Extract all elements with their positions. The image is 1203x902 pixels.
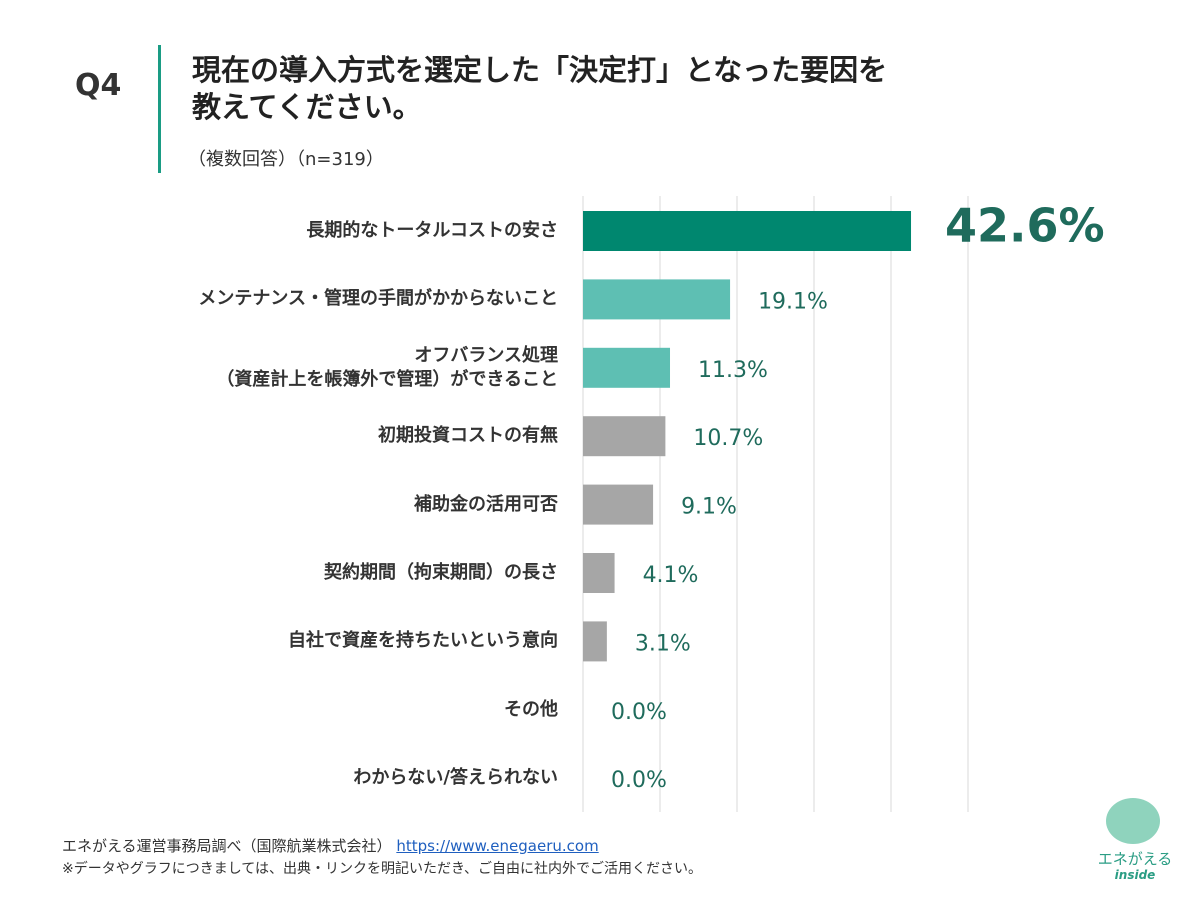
category-label: 補助金の活用可否	[414, 493, 558, 515]
value-label: 11.3%	[698, 358, 768, 383]
bar	[583, 347, 671, 388]
category-label: 初期投資コストの有無	[378, 425, 558, 447]
value-label: 9.1%	[681, 495, 737, 520]
value-label: 10.7%	[693, 426, 763, 451]
value-label: 0.0%	[611, 768, 667, 793]
logo-sub: inside	[1114, 868, 1156, 882]
value-label: 0.0%	[611, 700, 667, 725]
source-link[interactable]: https://www.enegaeru.com	[396, 837, 599, 855]
bar	[583, 553, 615, 593]
bar	[583, 416, 666, 457]
bar	[583, 621, 607, 662]
question-number: Q4	[75, 68, 122, 103]
category-label: オフバランス処理 （資産計上を帳簿外で管理）ができること	[216, 344, 558, 390]
value-label: 3.1%	[635, 631, 691, 656]
subtitle: （複数回答）（n=319）	[188, 149, 384, 170]
value-label: 42.6%	[945, 199, 1105, 253]
logo-icon	[1106, 798, 1160, 844]
accent-bar	[158, 45, 161, 173]
category-label: 契約期間（拘束期間）の長さ	[324, 562, 558, 583]
bar	[583, 211, 912, 251]
category-label: わからない/答えられない	[353, 767, 558, 789]
title: 現在の導入方式を選定した「決定打」となった要因を 教えてください。	[192, 53, 888, 124]
category-label: 自社で資産を持ちたいという意向	[288, 630, 558, 652]
category-label: 長期的なトータルコストの安さ	[306, 220, 558, 241]
value-label: 19.1%	[758, 289, 828, 314]
bar	[583, 279, 731, 320]
note: ※データやグラフにつきましては、出典・リンクを明記いただき、ご自由に社内外でご活…	[62, 861, 703, 877]
source: エネがえる運営事務局調べ（国際航業株式会社） https://www.enega…	[62, 835, 599, 856]
value-label: 4.1%	[643, 563, 699, 588]
category-label: その他	[504, 698, 558, 720]
bar	[583, 484, 654, 525]
category-label: メンテナンス・管理の手間がかからないこと	[198, 288, 558, 310]
logo-text: エネがえる	[1097, 850, 1173, 868]
source-text: エネがえる運営事務局調べ（国際航業株式会社）	[62, 837, 392, 855]
